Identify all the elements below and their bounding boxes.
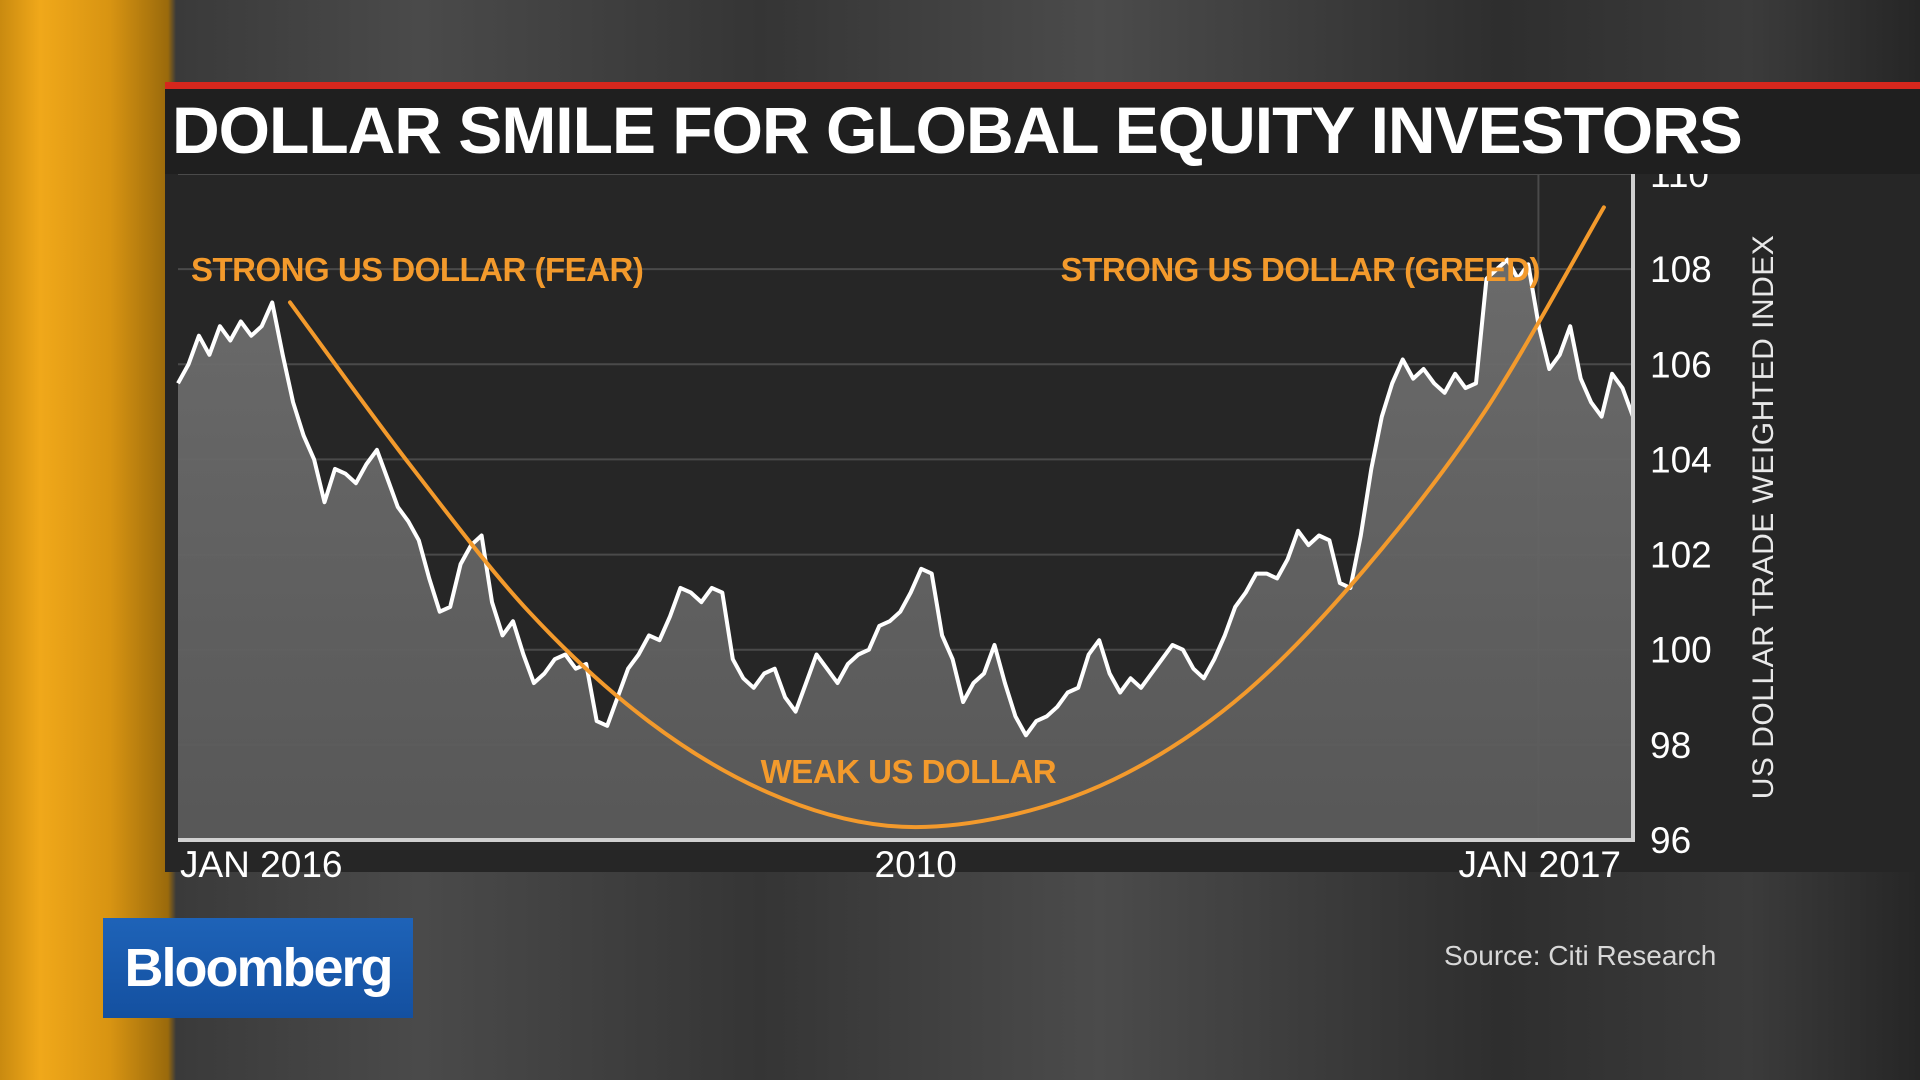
source-note: Source: Citi Research <box>1444 940 1717 971</box>
y-tick-label-108: 108 <box>1650 249 1712 290</box>
chart-title: DOLLAR SMILE FOR GLOBAL EQUITY INVESTORS <box>172 93 1743 167</box>
series-line-white <box>176 257 1635 738</box>
series-area <box>178 259 1633 841</box>
annotations: STRONG US DOLLAR (FEAR) WEAK US DOLLAR STR… <box>191 251 1541 790</box>
x-tick-label-2: JAN 2017 <box>1459 844 1622 885</box>
y-tick-label-98: 98 <box>1650 725 1691 766</box>
brand-wordmark: Bloomberg <box>124 938 393 998</box>
y-tick-label-102: 102 <box>1650 535 1712 576</box>
annotation-1: WEAK US DOLLAR <box>761 753 1057 790</box>
y-tick-label-106: 106 <box>1650 344 1712 385</box>
x-tick-label-0: JAN 2016 <box>180 844 343 885</box>
y-tick-label-104: 104 <box>1650 439 1712 480</box>
axes <box>178 174 1635 842</box>
series-line-smile <box>288 205 1606 830</box>
series-lines <box>176 205 1635 830</box>
y-tick-label-96: 96 <box>1650 820 1691 861</box>
annotation-2: STRONG US DOLLAR (GREED) <box>1061 251 1540 288</box>
y-axis-title: US DOLLAR TRADE WEIGHTED INDEX <box>1747 235 1780 800</box>
series-area-fill <box>178 259 1633 841</box>
annotation-0: STRONG US DOLLAR (FEAR) <box>191 251 643 288</box>
x-tick-label-1: 2010 <box>875 844 957 885</box>
headline-bar <box>165 82 1920 174</box>
bloomberg-logo: Bloomberg <box>103 918 413 1018</box>
y-tick-label-100: 100 <box>1650 630 1712 671</box>
